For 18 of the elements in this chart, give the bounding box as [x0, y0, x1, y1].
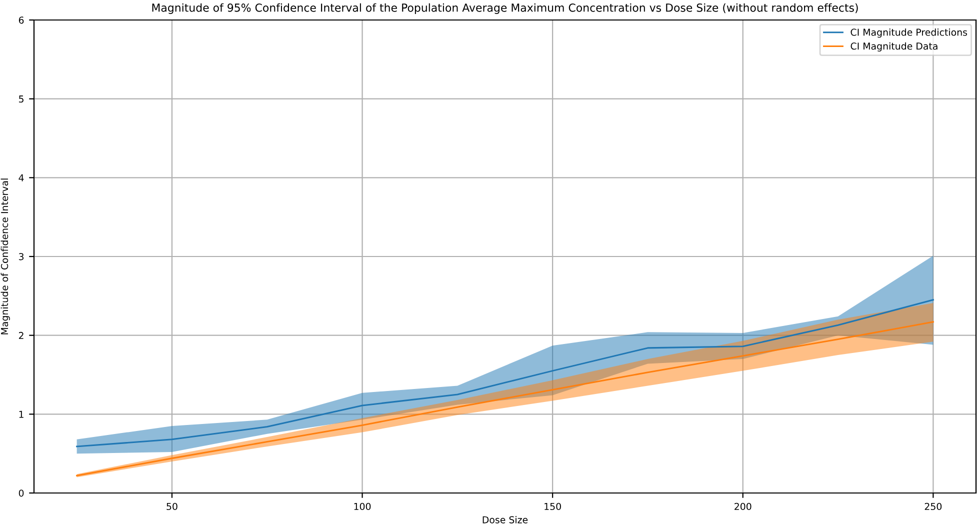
x-tick-label: 200: [734, 502, 752, 510]
x-tick-label: 50: [166, 502, 178, 510]
y-tick-label: 5: [19, 96, 24, 103]
legend-label: CI Magnitude Predictions: [850, 28, 968, 38]
y-tick-label: 0: [18, 490, 24, 497]
x-tick-label: 100: [354, 502, 371, 510]
x-axis-title: Dose Size: [482, 516, 528, 524]
chart-title: Magnitude of 95% Confidence Interval of the Population Average Maximum Concentration vs Dose Size (without random effects): [152, 3, 858, 14]
line-series: [76, 299, 934, 448]
y-tick-label: 4: [18, 174, 24, 182]
y-tick-label: 2: [18, 332, 24, 339]
legend-label: CI Magnitude Data: [850, 42, 938, 52]
y-tick-label: 1: [19, 410, 24, 418]
x-tick-label: 150: [544, 502, 561, 510]
y-axis-title: Magnitude of Confidence Interval: [0, 178, 10, 334]
x-tick-label: 250: [924, 502, 942, 510]
y-tick-label: 3: [18, 253, 24, 260]
y-tick-label: 6: [18, 16, 24, 24]
